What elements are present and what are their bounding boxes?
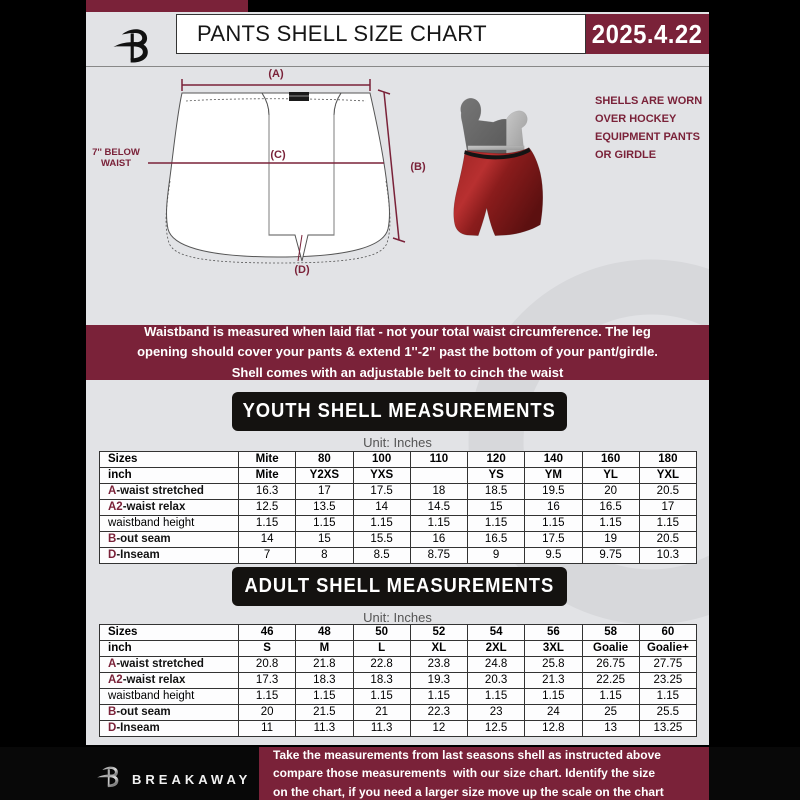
- svg-text:(A): (A): [268, 68, 284, 80]
- svg-text:(B): (B): [410, 161, 426, 173]
- svg-text:7'' BELOW: 7'' BELOW: [92, 147, 140, 158]
- svg-text:(D): (D): [294, 264, 310, 276]
- svg-text:WAIST: WAIST: [101, 158, 131, 169]
- svg-text:(C): (C): [270, 149, 286, 161]
